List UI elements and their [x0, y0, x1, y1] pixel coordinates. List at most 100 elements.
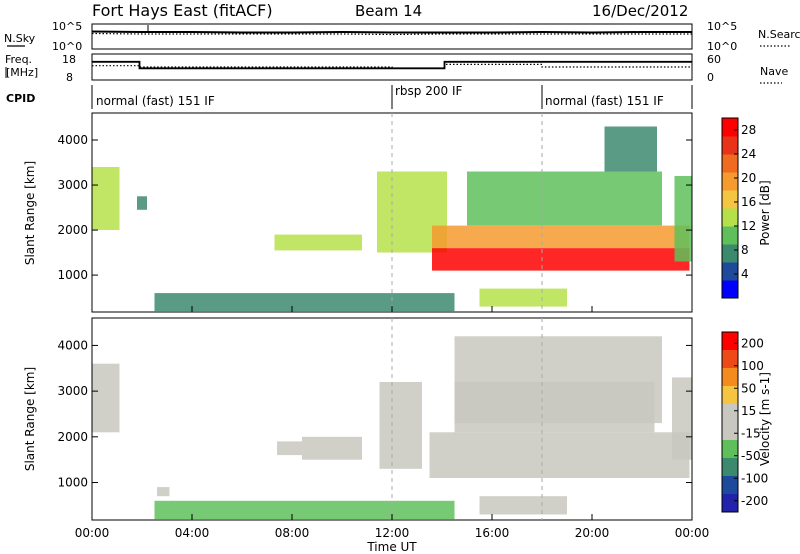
y-tick-label-0: 1000	[57, 476, 88, 490]
colorbar-swatch-8	[722, 476, 738, 495]
colorbar-tick-label-3: 15	[741, 404, 756, 418]
colorbar-tick-label-3: 16	[741, 195, 756, 209]
freq-left-tick-top: 18	[62, 53, 76, 66]
freq-series-0	[92, 60, 692, 70]
y-tick-label-3: 4000	[57, 133, 88, 147]
noise-panel-frame	[91, 23, 693, 50]
colorbar-swatch-1	[722, 350, 738, 369]
power-region-6	[467, 171, 662, 226]
time-tick-label-5: 20:00	[575, 526, 610, 540]
freq-series-group	[92, 60, 692, 70]
freq-right-label: Nave	[760, 65, 788, 78]
colorbar-frame	[721, 117, 739, 299]
colorbar-swatch-0	[722, 280, 738, 299]
colorbar-swatch-5	[722, 190, 738, 209]
colorbar-tick-label-4: -15	[741, 426, 761, 440]
colorbar-swatch-6	[722, 172, 738, 191]
colorbar-tick-label-2: 12	[741, 219, 756, 233]
velocity-region-0	[92, 363, 120, 433]
colorbar-swatch-7	[722, 154, 738, 173]
noise-right-label: N.Search	[758, 28, 800, 41]
y-tick-label-1: 2000	[57, 223, 88, 237]
power-region-9	[154, 293, 455, 312]
colorbar-tick-label-2: 50	[741, 381, 756, 395]
power-region-10	[479, 288, 567, 307]
noise-right-tick-top: 10^5	[707, 20, 737, 33]
velocity-region-9	[479, 496, 567, 515]
cpid-segment-1: rbsp 200 IF	[395, 84, 462, 98]
velocity-axes: 1000 2000 3000 4000	[57, 318, 692, 520]
power-region-7	[604, 126, 657, 172]
time-tick-label-4: 16:00	[475, 526, 510, 540]
beam-label: Beam 14	[355, 2, 422, 20]
power-region-1	[137, 196, 147, 210]
time-tick-label-0: 00:00	[75, 526, 110, 540]
noise-right-tick-bottom: 10^0	[707, 40, 737, 53]
noise-left-label: N.Sky	[4, 32, 36, 45]
colorbar-swatch-2	[722, 244, 738, 263]
velocity-region-8	[154, 500, 455, 520]
noise-left-tick-bottom: 10^0	[52, 40, 82, 53]
colorbar-swatch-2	[722, 368, 738, 387]
colorbar-swatch-7	[722, 458, 738, 477]
power-region-4	[432, 248, 690, 271]
velocity-region-3	[379, 382, 422, 469]
colorbar-tick-label-1: 8	[741, 243, 749, 257]
x-axis-label: Time UT	[366, 540, 417, 554]
colorbar-tick-label-5: -50	[741, 449, 761, 463]
velocity-colorbar-label: Velocity [m s-1]	[758, 372, 772, 466]
velocity-y-label: Slant Range [km]	[23, 367, 37, 471]
time-tick-label-1: 04:00	[175, 526, 210, 540]
colorbar-swatch-0	[722, 332, 738, 351]
velocity-heatmap	[92, 336, 692, 520]
noise-left-tick-top: 10^5	[52, 20, 82, 33]
y-tick-label-2: 3000	[57, 178, 88, 192]
freq-left-label-line2: [MHz]	[6, 66, 38, 79]
colorbar-frame	[721, 331, 739, 513]
velocity-region-4	[429, 432, 690, 478]
power-y-label: Slant Range [km]	[23, 161, 37, 265]
noise-series-group	[91, 30, 692, 36]
freq-left-label-line1: Freq.	[5, 53, 32, 66]
velocity-region-10	[157, 487, 170, 497]
freq-left-tick-bottom: 8	[66, 71, 73, 84]
colorbar-swatch-1	[722, 262, 738, 281]
velocity-colorbar: 200 100 50 15 -15 -50 -100 -200	[721, 331, 768, 513]
colorbar-tick-label-6: -100	[741, 471, 768, 485]
colorbar-tick-label-1: 100	[741, 359, 764, 373]
colorbar-tick-label-7: -200	[741, 494, 768, 508]
y-tick-label-0: 1000	[57, 268, 88, 282]
y-tick-label-3: 4000	[57, 338, 88, 352]
cpid-segment-2: normal (fast) 151 IF	[545, 94, 664, 108]
station-title: Fort Hays East (fitACF)	[92, 1, 273, 20]
time-tick-label-2: 08:00	[275, 526, 310, 540]
power-colorbar: 4 8 12 16 20 24 28	[721, 117, 756, 299]
colorbar-tick-label-0: 200	[741, 336, 764, 350]
date-label: 16/Dec/2012	[592, 2, 688, 20]
colorbar-swatch-9	[722, 118, 738, 137]
power-region-5	[432, 225, 690, 249]
velocity-region-2	[302, 436, 362, 460]
freq-right-tick-top: 60	[707, 53, 721, 66]
freq-right-tick-bottom: 0	[707, 71, 714, 84]
colorbar-swatch-9	[722, 494, 738, 513]
colorbar-swatch-3	[722, 386, 738, 405]
noise-series-0	[91, 30, 692, 34]
colorbar-tick-label-4: 20	[741, 171, 756, 185]
time-tick-label-3: 12:00	[375, 526, 410, 540]
cpid-segment-0: normal (fast) 151 IF	[96, 94, 215, 108]
colorbar-tick-label-5: 24	[741, 147, 756, 161]
colorbar-tick-label-6: 28	[741, 123, 756, 137]
time-axis: 00:00 04:00 08:00 12:00 16:00 20:00 00:00	[75, 306, 709, 540]
power-region-2	[274, 234, 362, 251]
colorbar-swatch-8	[722, 136, 738, 155]
y-tick-label-2: 3000	[57, 384, 88, 398]
power-colorbar-label: Power [dB]	[758, 180, 772, 245]
velocity-region-1	[277, 441, 302, 456]
colorbar-tick-label-0: 4	[741, 267, 749, 281]
power-axes: 1000 2000 3000 4000	[57, 113, 692, 312]
colorbar-swatch-4	[722, 208, 738, 227]
colorbar-swatch-5	[722, 422, 738, 441]
power-region-8	[674, 176, 692, 262]
